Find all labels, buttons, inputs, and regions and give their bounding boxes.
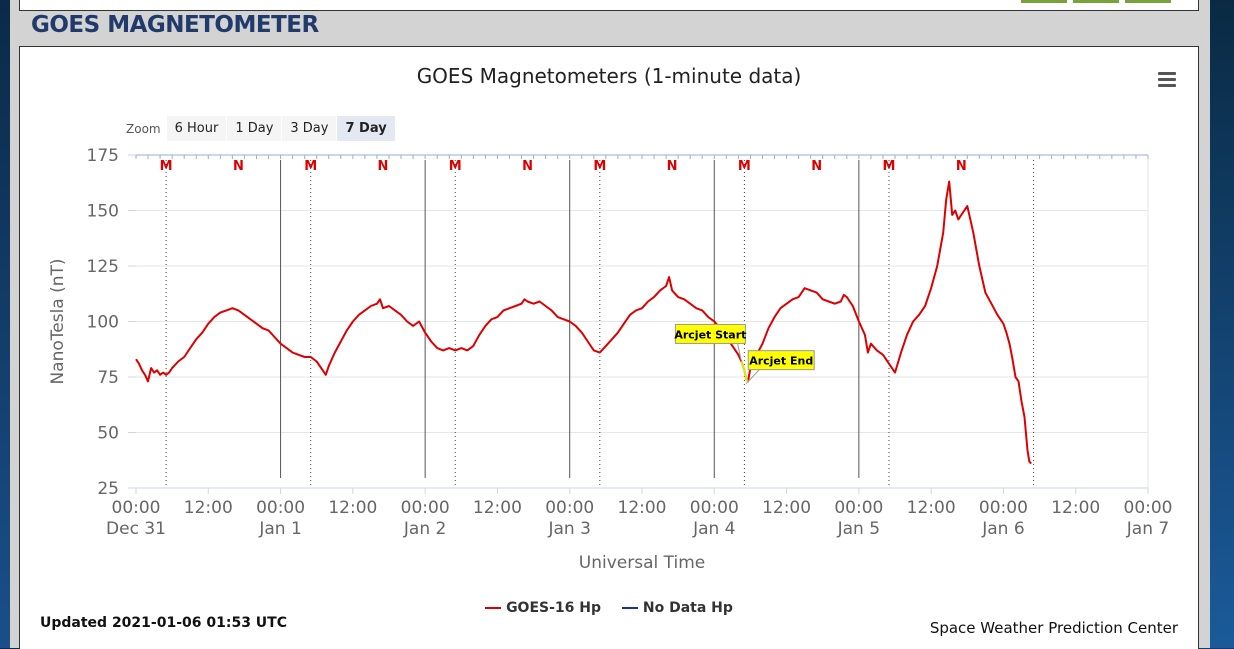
annotation-box xyxy=(674,323,746,344)
x-tick-label: 12:00 xyxy=(1051,498,1100,518)
x-tick-label: 00:00 xyxy=(834,498,883,518)
y-tick-label: 100 xyxy=(87,313,119,333)
legend-item-goes16[interactable]: GOES-16 Hp xyxy=(485,600,601,616)
x-tick-date-label: Jan 5 xyxy=(837,519,880,539)
legend-swatch-nodata xyxy=(621,607,638,609)
zoom-bar: Zoom 6 Hour 1 Day 3 Day 7 Day xyxy=(126,116,396,141)
marker-m: M xyxy=(160,159,173,174)
x-tick-date-label: Jan 2 xyxy=(403,519,446,539)
y-tick-label: 125 xyxy=(87,257,119,277)
x-tick-label: 12:00 xyxy=(184,498,233,518)
top-button-1[interactable] xyxy=(1021,0,1067,3)
legend-swatch-goes16 xyxy=(485,607,502,609)
x-tick-date-label: Dec 31 xyxy=(106,519,166,539)
legend-label-nodata: No Data Hp xyxy=(642,600,733,616)
annotation-connector xyxy=(736,342,742,362)
zoom-1-day-button[interactable]: 1 Day xyxy=(227,116,282,141)
marker-m: M xyxy=(883,159,896,174)
marker-n: N xyxy=(667,159,678,174)
chart-title: GOES Magnetometers (1-minute data) xyxy=(416,64,802,88)
chart-panel: 25 50 75 100 125 150 175 M N M N M N M N M N M N 00:00 Dec 3… xyxy=(19,46,1199,649)
x-tick-label: 12:00 xyxy=(328,498,377,518)
x-tick-label: 00:00 xyxy=(979,498,1028,518)
marker-m: M xyxy=(593,159,606,174)
x-tick-label: 00:00 xyxy=(690,498,739,518)
x-tick-label: 12:00 xyxy=(473,498,522,518)
x-tick-label: 00:00 xyxy=(256,498,305,518)
marker-n: N xyxy=(522,159,533,174)
marker-m: M xyxy=(449,159,462,174)
zoom-label: Zoom xyxy=(126,121,161,136)
y-tick-label: 50 xyxy=(97,424,119,444)
zoom-7-day-button[interactable]: 7 Day xyxy=(337,116,395,141)
top-button-3[interactable] xyxy=(1125,0,1171,3)
x-tick-label: 00:00 xyxy=(545,498,594,518)
zoom-6-hour-button[interactable]: 6 Hour xyxy=(166,116,227,141)
section-title: GOES MAGNETOMETER xyxy=(31,12,319,38)
x-tick-date-label: Jan 7 xyxy=(1126,519,1169,539)
annotation-box xyxy=(747,350,815,371)
y-tick-label: 175 xyxy=(87,146,119,166)
arcjet-segment xyxy=(740,361,749,383)
x-tick-date-label: Jan 1 xyxy=(258,519,301,539)
chart-legend: GOES-16 Hp No Data Hp xyxy=(20,597,1198,616)
annotation-label: Arcjet Start xyxy=(674,328,746,341)
y-tick-label: 150 xyxy=(87,202,119,222)
x-tick-label: 12:00 xyxy=(762,498,811,518)
chart-menu-icon[interactable] xyxy=(1158,72,1176,88)
marker-n: N xyxy=(956,159,967,174)
legend-label-goes16: GOES-16 Hp xyxy=(506,600,602,616)
x-tick-label: 00:00 xyxy=(112,498,161,518)
page-container: GOES MAGNETOMETER 25 50 75 100 125 150 175 M N M N… xyxy=(10,0,1210,649)
legend-item-nodata[interactable]: No Data Hp xyxy=(621,600,733,616)
x-tick-label: 00:00 xyxy=(401,498,450,518)
x-tick-label: 12:00 xyxy=(907,498,956,518)
x-axis-title: Universal Time xyxy=(579,553,705,573)
top-button-2[interactable] xyxy=(1073,0,1119,3)
annotation-connector xyxy=(745,368,761,385)
left-background xyxy=(0,0,10,648)
top-panel xyxy=(19,0,1199,11)
x-tick-label: 12:00 xyxy=(618,498,667,518)
credit-text: Space Weather Prediction Center xyxy=(929,619,1178,637)
zoom-3-day-button[interactable]: 3 Day xyxy=(282,116,337,141)
marker-n: N xyxy=(233,159,244,174)
updated-timestamp: Updated 2021-01-06 01:53 UTC xyxy=(40,615,287,631)
x-tick-date-label: Jan 4 xyxy=(692,519,735,539)
marker-m: M xyxy=(738,159,751,174)
series-line-goes16 xyxy=(135,180,1032,465)
annotation-label: Arcjet End xyxy=(749,355,813,368)
marker-m: M xyxy=(304,159,317,174)
y-tick-label: 25 xyxy=(97,479,119,499)
x-tick-date-label: Jan 3 xyxy=(547,519,590,539)
marker-n: N xyxy=(811,159,822,174)
marker-n: N xyxy=(378,159,389,174)
right-background xyxy=(1210,0,1234,648)
y-tick-label: 75 xyxy=(97,368,119,388)
y-axis-title: NanoTesla (nT) xyxy=(48,258,68,384)
x-tick-label: 00:00 xyxy=(1124,498,1173,518)
x-tick-date-label: Jan 6 xyxy=(981,519,1024,539)
